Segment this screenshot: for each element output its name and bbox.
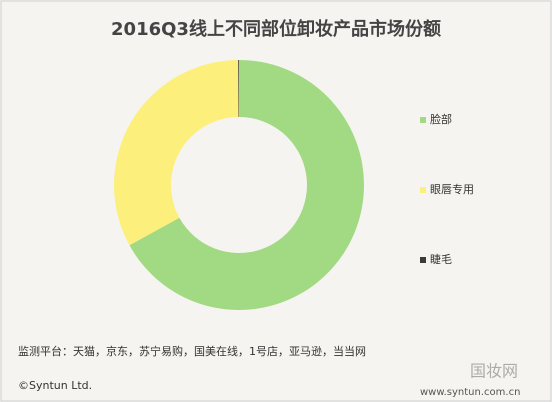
copyright: ©Syntun Ltd. xyxy=(18,379,92,392)
watermark: 国妆网 xyxy=(470,362,518,381)
legend-swatch xyxy=(420,187,426,193)
legend-swatch xyxy=(420,257,426,263)
legend-swatch xyxy=(420,117,426,123)
website: www.syntun.com.cn xyxy=(420,387,520,398)
chart-title: 2016Q3线上不同部位卸妆产品市场份额 xyxy=(111,18,441,40)
legend-label: 脸部 xyxy=(430,112,452,126)
source: 监测平台：天猫，京东，苏宁易购，国美在线，1号店，亚马逊，当当网 xyxy=(18,344,366,358)
donut-slice xyxy=(238,60,239,118)
donut-slice xyxy=(129,60,364,310)
legend-label: 睫毛 xyxy=(430,253,452,266)
legend-label: 眼唇专用 xyxy=(430,182,474,196)
donut-slice xyxy=(114,60,239,246)
